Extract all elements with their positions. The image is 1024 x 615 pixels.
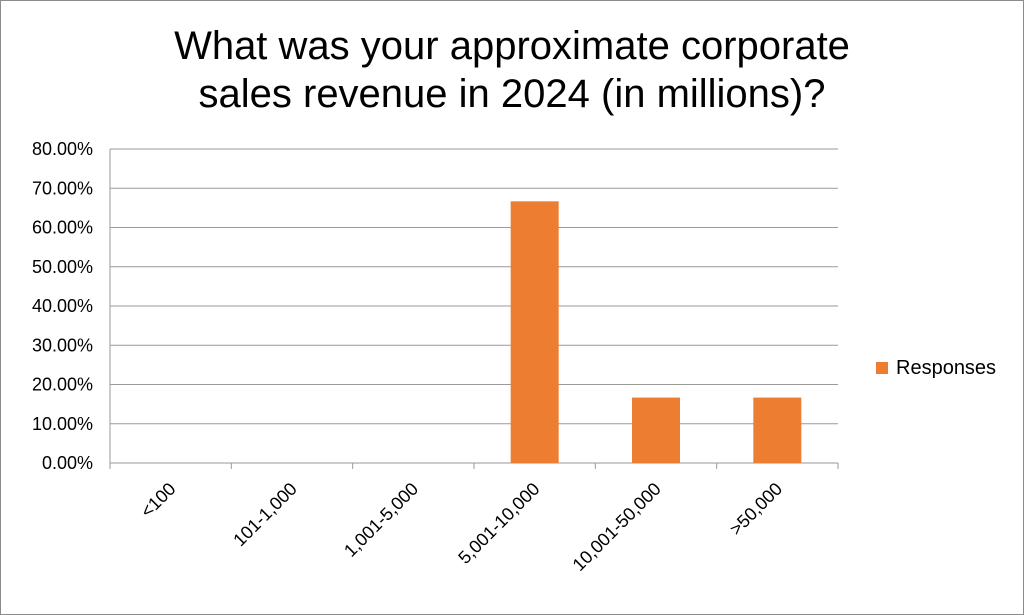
x-tick-label: 5,001-10,000 bbox=[454, 479, 543, 568]
bar bbox=[753, 397, 802, 463]
chart-title: What was your approximate corporate sale… bbox=[0, 22, 1024, 118]
y-tick-label: 70.00% bbox=[32, 178, 93, 198]
y-tick-label: 0.00% bbox=[42, 453, 93, 473]
chart-title-line-1: What was your approximate corporate bbox=[174, 24, 850, 68]
bar bbox=[632, 397, 680, 463]
y-tick-label: 30.00% bbox=[32, 335, 93, 355]
y-tick-label: 10.00% bbox=[32, 414, 93, 434]
legend-label: Responses bbox=[896, 356, 997, 379]
x-tick-label: 101-1,000 bbox=[229, 479, 300, 550]
y-tick-label: 50.00% bbox=[32, 257, 93, 277]
y-tick-label: 80.00% bbox=[32, 139, 93, 159]
bar bbox=[510, 201, 559, 463]
y-tick-label: 20.00% bbox=[32, 375, 93, 395]
legend: Responses bbox=[876, 357, 996, 379]
chart-title-line-2: sales revenue in 2024 (in millions)? bbox=[198, 72, 826, 116]
y-tick-label: 40.00% bbox=[32, 296, 93, 316]
legend-swatch bbox=[876, 362, 888, 374]
x-tick-label: 10,001-50,000 bbox=[569, 479, 665, 575]
x-tick-label: <100 bbox=[137, 479, 180, 522]
x-tick-label: 1,001-5,000 bbox=[340, 479, 422, 561]
x-tick-label: >50,000 bbox=[726, 479, 787, 540]
y-tick-label: 60.00% bbox=[32, 218, 93, 238]
